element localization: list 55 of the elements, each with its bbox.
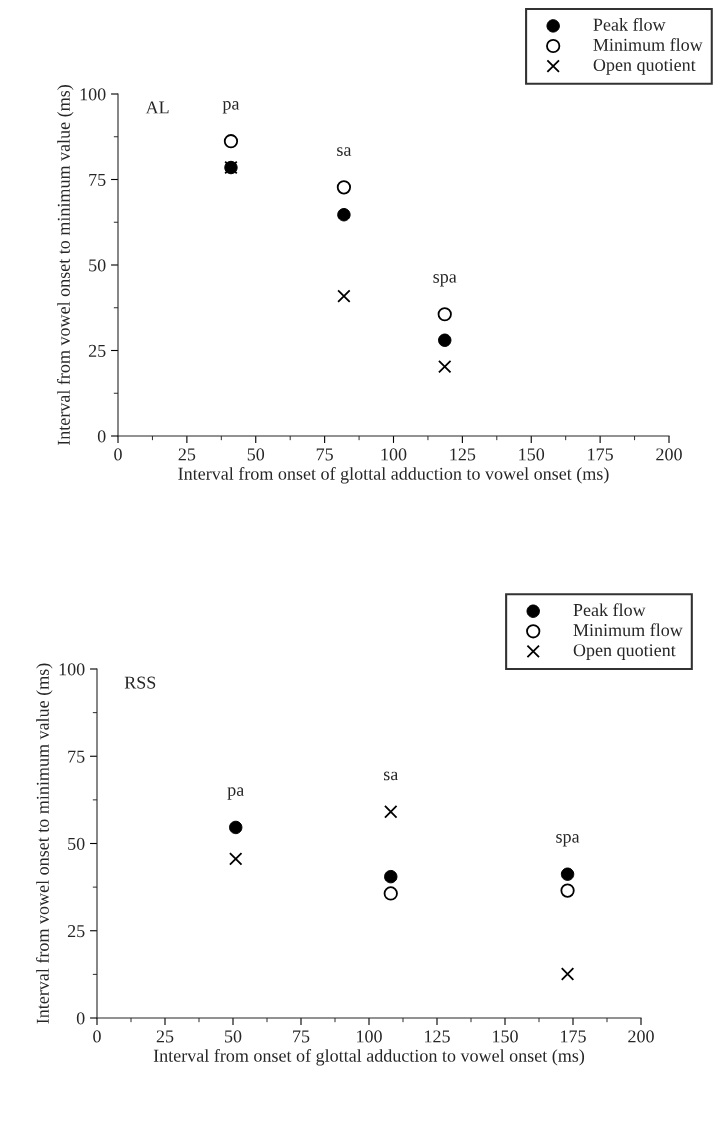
- legend-label: Peak flow: [593, 17, 666, 31]
- x-axis-title: Interval from onset of glottal adduction to vowel onset (ms): [178, 466, 609, 484]
- x-tick-label: 25: [156, 1030, 174, 1043]
- x-tick-label: 75: [293, 1030, 310, 1043]
- legend-label: Open quotient: [593, 58, 696, 75]
- point: [384, 805, 398, 819]
- y-tick-label: 75: [68, 750, 85, 763]
- x-tick-label: 50: [247, 448, 265, 461]
- legend-label: Open quotient: [573, 644, 676, 660]
- annotation: spa: [556, 834, 580, 847]
- y-tick-label: 25: [67, 925, 85, 938]
- x-tick-label: 200: [656, 448, 682, 461]
- x-tick-label: 150: [493, 1030, 518, 1043]
- annotation: spa: [433, 274, 457, 287]
- annotation: pa: [222, 101, 240, 114]
- point: [437, 307, 452, 322]
- chart-title: RSS: [124, 676, 156, 689]
- x-axis-title: Interval from onset of glottal adduction to vowel onset (ms): [153, 1048, 585, 1066]
- y-tick-label: 100: [59, 663, 85, 676]
- point: [229, 852, 243, 866]
- x-tick-label: 200: [628, 1030, 654, 1043]
- x-tick-label: 100: [357, 1030, 382, 1043]
- x-tick-label: 150: [519, 448, 545, 461]
- x-tick-label: 125: [450, 448, 476, 461]
- x-tick-label: 175: [588, 448, 613, 461]
- point: [337, 289, 351, 303]
- annotation: sa: [337, 147, 352, 156]
- y-tick-label: 50: [68, 837, 85, 850]
- point: [438, 359, 452, 374]
- x-tick-label: 125: [425, 1030, 450, 1043]
- chart-title: AL: [145, 101, 169, 114]
- point: [336, 180, 352, 195]
- y-tick-label: 75: [89, 173, 106, 186]
- point: [560, 967, 575, 981]
- x-tick-label: 50: [225, 1030, 242, 1043]
- point: [223, 134, 239, 149]
- point: [383, 886, 398, 901]
- y-tick-label: 100: [80, 88, 106, 101]
- y-tick-label: 50: [89, 259, 106, 272]
- x-tick-label: 175: [561, 1030, 586, 1043]
- y-tick-label: 0: [97, 430, 106, 443]
- y-axis-title: Interval from vowel onset to minimum value (ms): [57, 85, 74, 446]
- y-tick-label: 25: [88, 344, 106, 357]
- x-tick-label: 100: [381, 448, 407, 461]
- x-tick-label: 0: [114, 448, 122, 461]
- point: [560, 883, 575, 898]
- legend-label: Peak flow: [573, 603, 646, 617]
- x-tick-label: 75: [316, 448, 333, 461]
- y-tick-label: 0: [76, 1012, 85, 1025]
- annotation: pa: [227, 787, 244, 800]
- x-tick-label: 25: [178, 448, 196, 461]
- legend-label: Minimum flow: [593, 38, 703, 51]
- y-axis-title: Interval from vowel onset to minimum value (ms): [36, 663, 53, 1024]
- annotation: sa: [383, 771, 399, 781]
- legend-label: Minimum flow: [573, 623, 683, 637]
